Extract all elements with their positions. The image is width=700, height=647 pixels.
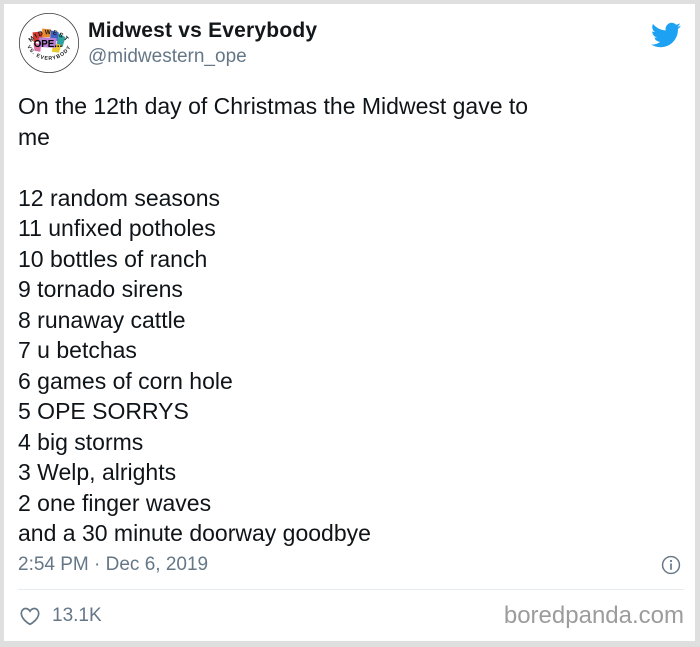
tweet-line: 4 big storms: [18, 428, 144, 455]
tweet-line: 10 bottles of ranch: [18, 245, 208, 272]
avatar-logo-icon: OPE... MIDWEST VS. EVERYBODY: [18, 12, 80, 74]
twitter-logo-icon[interactable]: [648, 20, 684, 50]
watermark: boredpanda.com: [503, 601, 684, 629]
tweet-line: 2 one finger waves: [18, 489, 212, 516]
divider: [18, 588, 684, 590]
tweet-line: 8 runaway cattle: [18, 306, 186, 333]
tweet-text: On the 12th day of Christmas the Midwest…: [18, 91, 684, 549]
tweet-line: [18, 152, 684, 183]
author-block: Midwest vs Everybody @midwestern_ope: [88, 18, 317, 69]
tweet-footer: 13.1K boredpanda.com: [18, 590, 684, 630]
tweet-header: OPE... MIDWEST VS. EVERYBODY Midwest vs …: [18, 12, 684, 74]
timestamp[interactable]: 2:54 PM · Dec 6, 2019: [18, 553, 209, 575]
avatar[interactable]: OPE... MIDWEST VS. EVERYBODY: [18, 12, 80, 74]
tweet-card: OPE... MIDWEST VS. EVERYBODY Midwest vs …: [4, 4, 695, 641]
tweet-line: 9 tornado sirens: [18, 276, 183, 302]
tweet-line: 6 games of corn hole: [18, 367, 233, 394]
tweet-line: 7 u betchas: [18, 337, 137, 363]
tweet-line: On the 12th day of Christmas the Midwest…: [18, 93, 529, 119]
like-count: 13.1K: [52, 604, 102, 626]
author-name[interactable]: Midwest vs Everybody: [88, 19, 318, 42]
tweet-meta: 2:54 PM · Dec 6, 2019: [18, 554, 684, 576]
tweet-line: 12 random seasons: [18, 184, 221, 211]
tweet-line: me: [18, 123, 50, 150]
tweet-line: and a 30 minute doorway goodbye: [18, 520, 371, 546]
tweet-line: 5 OPE SORRYS: [18, 398, 189, 424]
author-handle[interactable]: @midwestern_ope: [88, 46, 247, 67]
tweet-line: 3 Welp, alrights: [18, 459, 177, 485]
like-button[interactable]: 13.1K: [18, 604, 102, 628]
heart-icon: [20, 607, 40, 625]
tweet-line: 11 unfixed potholes: [18, 215, 216, 241]
avatar-center-text: OPE...: [34, 39, 63, 50]
info-icon[interactable]: [660, 554, 682, 576]
